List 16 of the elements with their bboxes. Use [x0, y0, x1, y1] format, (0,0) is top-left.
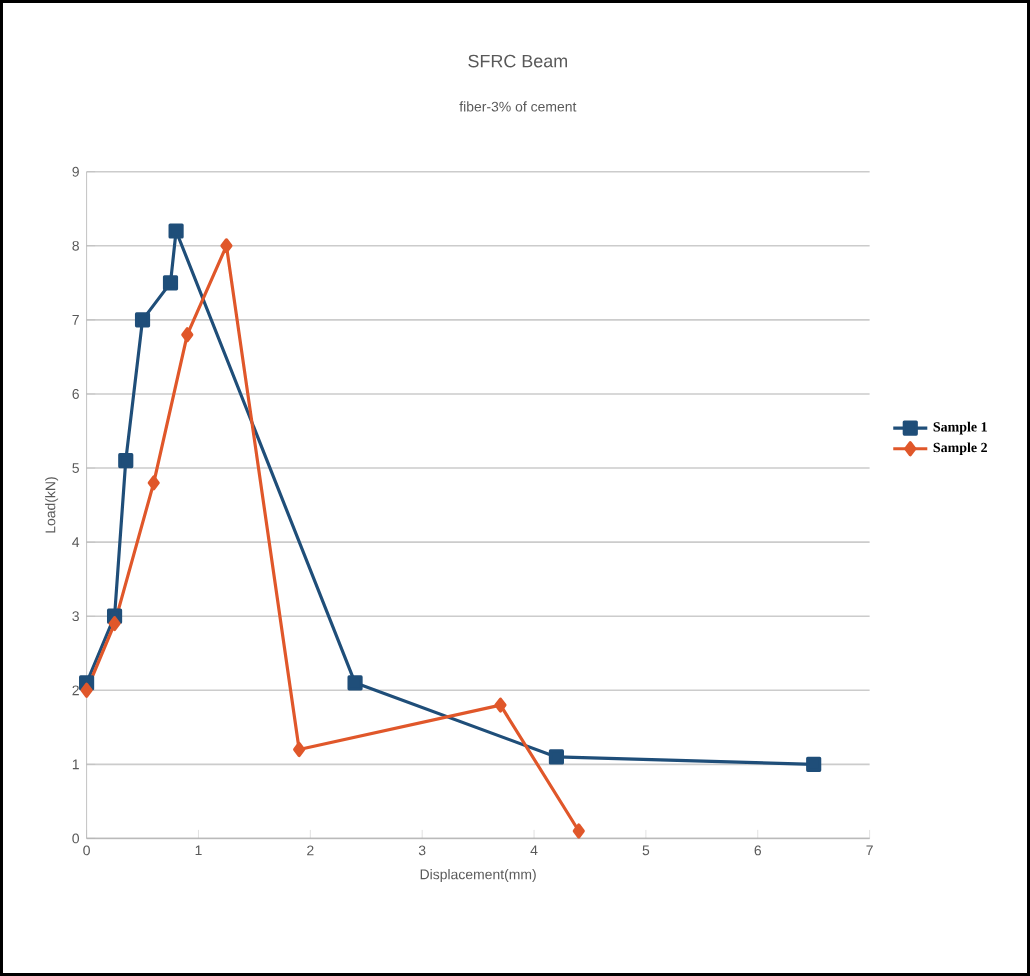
point — [181, 327, 194, 343]
point — [134, 312, 151, 328]
point — [220, 238, 233, 254]
point — [80, 682, 93, 698]
point — [572, 823, 585, 839]
point — [548, 749, 564, 765]
point — [168, 223, 184, 239]
point — [162, 275, 179, 291]
point — [494, 697, 507, 713]
point — [118, 453, 134, 469]
chart-title: SFRC Beam — [468, 54, 567, 68]
point — [347, 675, 363, 691]
point — [147, 475, 160, 491]
point — [108, 615, 121, 632]
point — [293, 741, 306, 758]
point — [806, 756, 822, 772]
